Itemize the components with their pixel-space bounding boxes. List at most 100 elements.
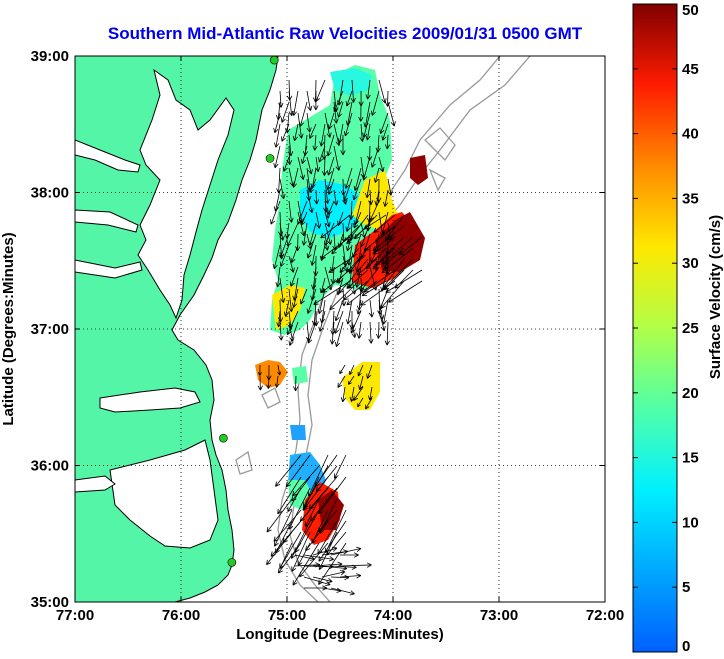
colorbar-label: Surface Velocity (cm/s) <box>707 215 724 379</box>
velocity-arrow <box>288 200 294 223</box>
station-marker <box>219 433 228 443</box>
velocity-arrow <box>363 269 396 293</box>
velocity-arrow <box>362 156 371 181</box>
x-tick-label: 77:00 <box>56 607 94 624</box>
velocity-arrow <box>398 236 423 256</box>
lat-lon-grid <box>75 56 605 602</box>
chesapeake-bay <box>137 68 235 320</box>
velocity-arrow <box>381 123 389 141</box>
velocity-arrow <box>343 178 353 202</box>
velocity-arrow <box>312 546 338 556</box>
velocity-arrow <box>363 214 387 230</box>
velocity-arrow <box>292 542 320 586</box>
velocity-arrow <box>270 200 281 225</box>
velocity-arrow <box>333 90 344 113</box>
velocity-arrow <box>318 145 326 163</box>
pamlico-sound <box>109 439 219 549</box>
velocity-arrow <box>330 587 355 596</box>
colorbar-tick-label: 10 <box>682 514 699 531</box>
velocity-arrow <box>359 123 365 142</box>
x-tick-label: 73:00 <box>480 607 518 624</box>
velocity-arrow <box>324 211 331 228</box>
velocity-arrow <box>358 101 364 122</box>
velocity-patch <box>342 362 380 410</box>
velocity-arrow <box>281 123 290 142</box>
velocity-arrow <box>367 386 373 401</box>
velocity-arrow <box>274 123 281 148</box>
y-tick-label: 39:00 <box>31 48 69 65</box>
velocity-arrow <box>291 531 311 572</box>
velocity-arrow <box>339 247 360 273</box>
velocity-arrow <box>309 178 317 193</box>
velocity-arrow <box>340 134 346 156</box>
y-tick-label: 35:00 <box>31 594 69 611</box>
velocity-arrow <box>353 211 362 229</box>
velocity-arrow <box>365 178 371 199</box>
velocity-arrow <box>328 258 351 274</box>
velocity-arrow <box>279 244 290 267</box>
velocity-arrow <box>275 454 302 487</box>
velocity-arrow <box>382 258 414 290</box>
velocity-arrow <box>334 299 344 322</box>
velocity-arrow <box>333 189 339 206</box>
velocity-arrow <box>351 321 357 338</box>
velocity-arrow <box>291 476 311 502</box>
velocity-arrow <box>339 364 346 375</box>
velocity-arrow <box>299 487 329 522</box>
velocity-patch <box>410 155 428 185</box>
velocity-arrow <box>333 101 339 124</box>
velocity-arrow <box>372 247 396 270</box>
velocity-arrow <box>352 178 362 201</box>
velocity-arrow <box>384 134 391 150</box>
velocity-arrow <box>327 112 335 130</box>
velocity-arrow <box>387 178 393 196</box>
velocity-arrow <box>278 321 284 341</box>
velocity-arrow <box>356 321 363 339</box>
velocity-arrow <box>365 79 371 100</box>
velocity-arrow <box>274 375 280 388</box>
velocity-arrow <box>354 214 378 240</box>
velocity-arrow <box>299 542 329 578</box>
x-axis-ticks: 77:00 76:00 75:00 74:00 73:00 72:00 <box>56 56 624 624</box>
bathymetry-contour <box>235 127 456 475</box>
velocity-arrow <box>279 277 286 303</box>
velocity-arrow <box>339 552 359 558</box>
velocity-arrow <box>303 554 335 562</box>
map-title: Southern Mid-Atlantic Raw Velocities 200… <box>107 24 583 43</box>
velocity-arrow <box>346 280 378 306</box>
colorbar-tick-label: 25 <box>682 320 699 337</box>
velocity-arrow <box>294 554 315 561</box>
velocity-arrow <box>346 269 369 289</box>
y-tick-label: 37:00 <box>31 321 69 338</box>
velocity-arrow <box>337 375 346 388</box>
velocity-arrow <box>380 280 405 309</box>
velocity-arrow <box>306 112 312 133</box>
velocity-patch <box>375 212 425 272</box>
bathymetry-contour <box>289 56 531 602</box>
velocity-arrow <box>306 156 313 175</box>
velocity-arrow <box>298 101 308 127</box>
velocity-arrow <box>345 211 353 232</box>
velocity-arrow <box>357 364 364 377</box>
velocity-arrow <box>277 476 302 515</box>
colorbar <box>632 3 678 653</box>
velocity-arrow <box>308 123 317 139</box>
velocity-arrow <box>286 222 299 247</box>
velocity-arrow <box>289 266 299 287</box>
velocity-arrow <box>305 520 329 552</box>
colorbar-tick-label: 45 <box>682 61 699 78</box>
velocity-arrow <box>372 225 405 252</box>
velocity-arrow <box>370 90 380 116</box>
velocity-arrow <box>291 520 311 559</box>
velocity-arrow <box>312 134 318 151</box>
velocity-arrow <box>368 299 375 318</box>
velocity-arrow <box>317 509 338 533</box>
velocity-arrow <box>363 225 396 251</box>
velocity-arrow <box>373 167 380 183</box>
velocity-arrow <box>288 288 294 312</box>
velocity-arrow <box>350 79 356 103</box>
station-marker <box>265 154 275 163</box>
velocity-arrow <box>299 288 308 305</box>
velocity-arrow <box>345 90 353 107</box>
